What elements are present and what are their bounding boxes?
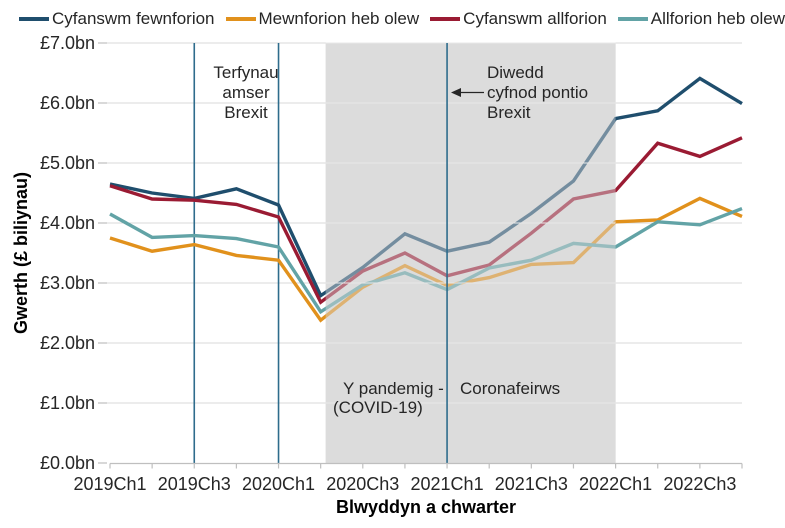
x-tick-label: 2020Ch3 xyxy=(326,474,399,494)
legend-item-cyfanswm-fewnforion: Cyfanswm fewnforion xyxy=(19,9,215,29)
annotation-brexit-deadlines: Terfynau xyxy=(213,63,278,82)
y-tick-label: £6.0bn xyxy=(40,93,95,113)
x-tick-label: 2022Ch3 xyxy=(663,474,736,494)
legend-label: Mewnforion heb olew xyxy=(258,9,420,28)
legend-line-swatch xyxy=(225,17,256,21)
annotation-brexit-transition: cyfnod pontio xyxy=(487,83,588,102)
y-tick-label: £4.0bn xyxy=(40,213,95,233)
y-tick-label: £2.0bn xyxy=(40,333,95,353)
chart-legend: Cyfanswm fewnforion Mewnforion heb olew … xyxy=(19,9,785,29)
x-tick-label: 2019Ch3 xyxy=(158,474,231,494)
legend-item-cyfanswm-allforion: Cyfanswm allforion xyxy=(430,9,607,29)
legend-label: Allforion heb olew xyxy=(650,9,785,28)
legend-item-mewnforion-heb-olew: Mewnforion heb olew xyxy=(225,9,420,29)
y-tick-label: £0.0bn xyxy=(40,453,95,473)
y-tick-label: £3.0bn xyxy=(40,273,95,293)
y-tick-label: £1.0bn xyxy=(40,393,95,413)
annotation-brexit-deadlines: Brexit xyxy=(224,103,268,122)
legend-item-allforion-heb-olew: Allforion heb olew xyxy=(617,9,785,29)
annotation-pandemic: (COVID-19) xyxy=(333,398,423,417)
legend-line-swatch xyxy=(19,17,49,21)
pandemic-band xyxy=(325,43,616,463)
x-axis-title: Blwyddyn a chwarter xyxy=(335,497,517,517)
series-line-3 xyxy=(109,207,743,315)
x-tick-label: 2019Ch1 xyxy=(73,474,146,494)
annotation-pandemic: Y pandemig - xyxy=(343,379,444,398)
annotation-brexit-transition: Brexit xyxy=(487,103,531,122)
legend-label: Cyfanswm allforion xyxy=(463,9,607,28)
y-tick-label: £7.0bn xyxy=(40,33,95,53)
legend-line-swatch xyxy=(430,17,461,21)
y-axis-title: Gwerth (£ biliynau) xyxy=(11,171,31,335)
legend-line-swatch xyxy=(617,17,648,21)
y-tick-label: £5.0bn xyxy=(40,153,95,173)
annotation-pandemic: Coronafeirws xyxy=(460,379,560,398)
x-tick-label: 2021Ch3 xyxy=(495,474,568,494)
annotation-arrow-head xyxy=(451,88,461,97)
series-line-1 xyxy=(109,196,743,323)
x-tick-label: 2020Ch1 xyxy=(242,474,315,494)
annotation-brexit-transition: Diwedd xyxy=(487,63,544,82)
pandemic-band-overlay xyxy=(325,43,616,463)
legend-label: Cyfanswm fewnforion xyxy=(52,9,215,28)
series-line-0 xyxy=(109,76,743,299)
series-line-2 xyxy=(109,136,743,305)
x-tick-label: 2022Ch1 xyxy=(579,474,652,494)
x-tick-label: 2021Ch1 xyxy=(411,474,484,494)
annotation-brexit-deadlines: amser xyxy=(222,83,270,102)
